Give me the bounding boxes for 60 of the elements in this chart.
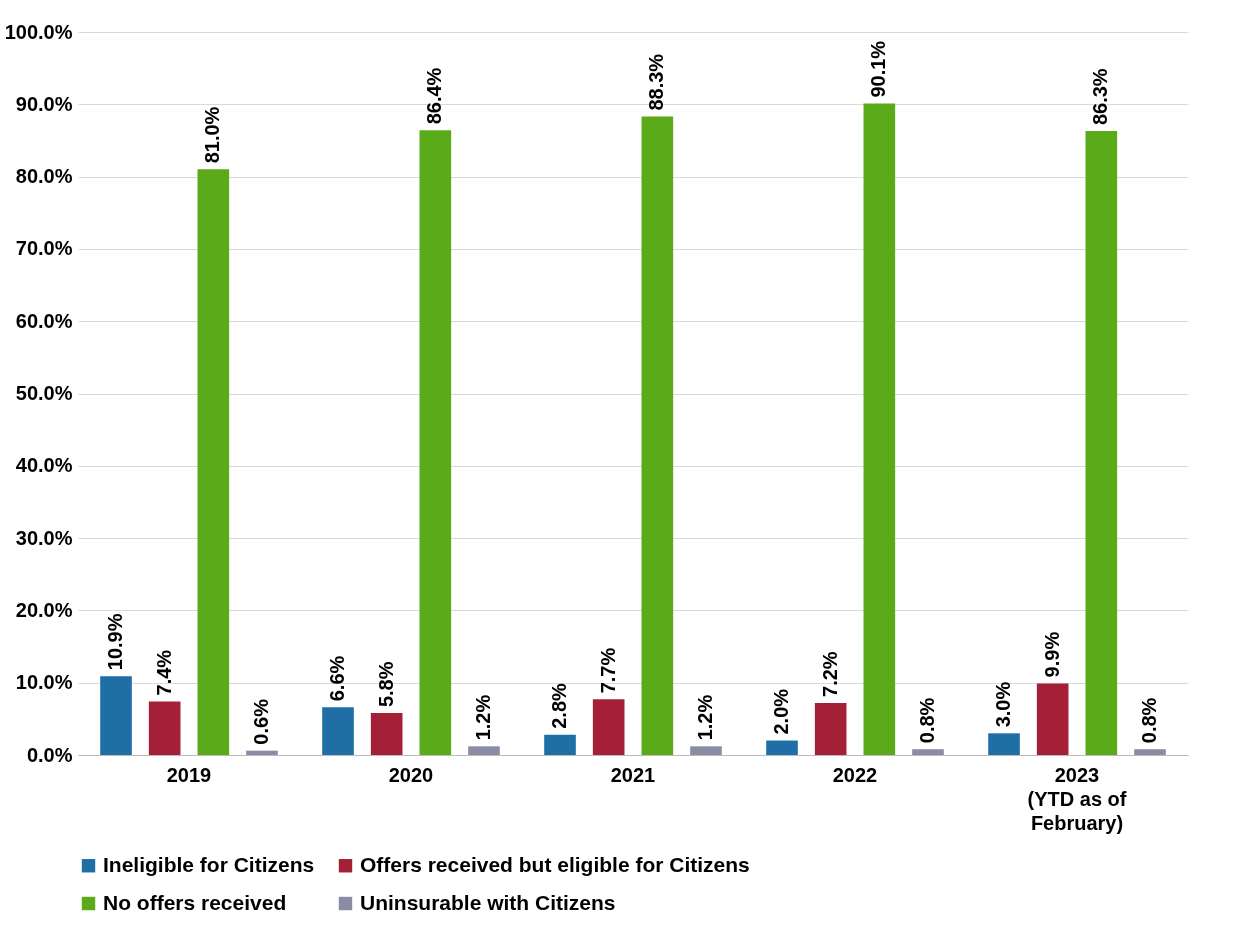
y-tick-label: 90.0% xyxy=(15,92,73,115)
data-label: 5.8% xyxy=(374,661,397,708)
data-label: 0.6% xyxy=(249,698,272,745)
data-label: 3.0% xyxy=(992,681,1015,728)
y-tick-label: 10.0% xyxy=(15,671,73,694)
x-tick-label: 2020 xyxy=(388,763,434,786)
data-label: 0.8% xyxy=(915,697,938,744)
data-label: 7.4% xyxy=(152,649,175,696)
y-tick-label: 70.0% xyxy=(15,237,73,260)
data-label: 88.3% xyxy=(645,53,668,111)
bar xyxy=(1134,749,1166,755)
legend-label: No offers received xyxy=(103,890,287,914)
y-tick-label: 40.0% xyxy=(15,454,73,477)
bar xyxy=(690,746,722,755)
data-label: 86.3% xyxy=(1089,68,1112,126)
x-tick-label: 2019 xyxy=(166,763,212,786)
bar xyxy=(100,676,132,755)
y-tick-label: 60.0% xyxy=(15,309,73,332)
y-tick-label: 30.0% xyxy=(15,526,73,549)
bar xyxy=(148,701,181,755)
data-label: 10.9% xyxy=(104,613,127,671)
data-label: 81.0% xyxy=(201,106,224,164)
bar xyxy=(863,103,896,755)
y-tick-label: 100.0% xyxy=(4,20,73,43)
x-tick-label: 2021 xyxy=(610,763,656,786)
bar xyxy=(246,750,278,755)
data-label: 6.6% xyxy=(326,655,349,702)
x-tick-label: 2022 xyxy=(832,763,878,786)
bar xyxy=(197,169,230,755)
data-label: 1.2% xyxy=(693,694,716,741)
data-label: 7.7% xyxy=(596,647,619,694)
y-tick-label: 50.0% xyxy=(15,382,73,404)
bar xyxy=(641,116,674,755)
data-label: 2.0% xyxy=(770,688,793,735)
bar xyxy=(1036,683,1069,755)
legend-label: Ineligible for Citizens xyxy=(103,852,315,876)
bar xyxy=(419,130,452,755)
data-label: 1.2% xyxy=(471,694,494,741)
y-tick-label: 80.0% xyxy=(15,165,73,188)
bar xyxy=(322,707,354,755)
bar xyxy=(912,749,944,755)
x-tick-label: 2023 (YTD as of February) xyxy=(1027,763,1127,834)
bar xyxy=(468,746,500,755)
bar xyxy=(592,699,625,755)
y-tick-label: 0.0% xyxy=(26,743,73,766)
legend-label: Offers received but eligible for Citizens xyxy=(360,852,750,876)
data-label: 0.8% xyxy=(1137,697,1160,744)
bar xyxy=(988,733,1020,755)
bar xyxy=(370,713,403,755)
data-label: 9.9% xyxy=(1040,631,1063,678)
bar xyxy=(1085,131,1118,755)
data-label: 2.8% xyxy=(548,682,571,729)
y-tick-label: 20.0% xyxy=(15,598,73,621)
data-label: 90.1% xyxy=(867,40,890,98)
bar xyxy=(814,702,847,755)
data-label: 86.4% xyxy=(423,67,446,125)
bar xyxy=(766,740,798,755)
data-label: 7.2% xyxy=(818,651,841,697)
legend-label: Uninsurable with Citizens xyxy=(360,890,616,914)
bar xyxy=(544,734,576,755)
